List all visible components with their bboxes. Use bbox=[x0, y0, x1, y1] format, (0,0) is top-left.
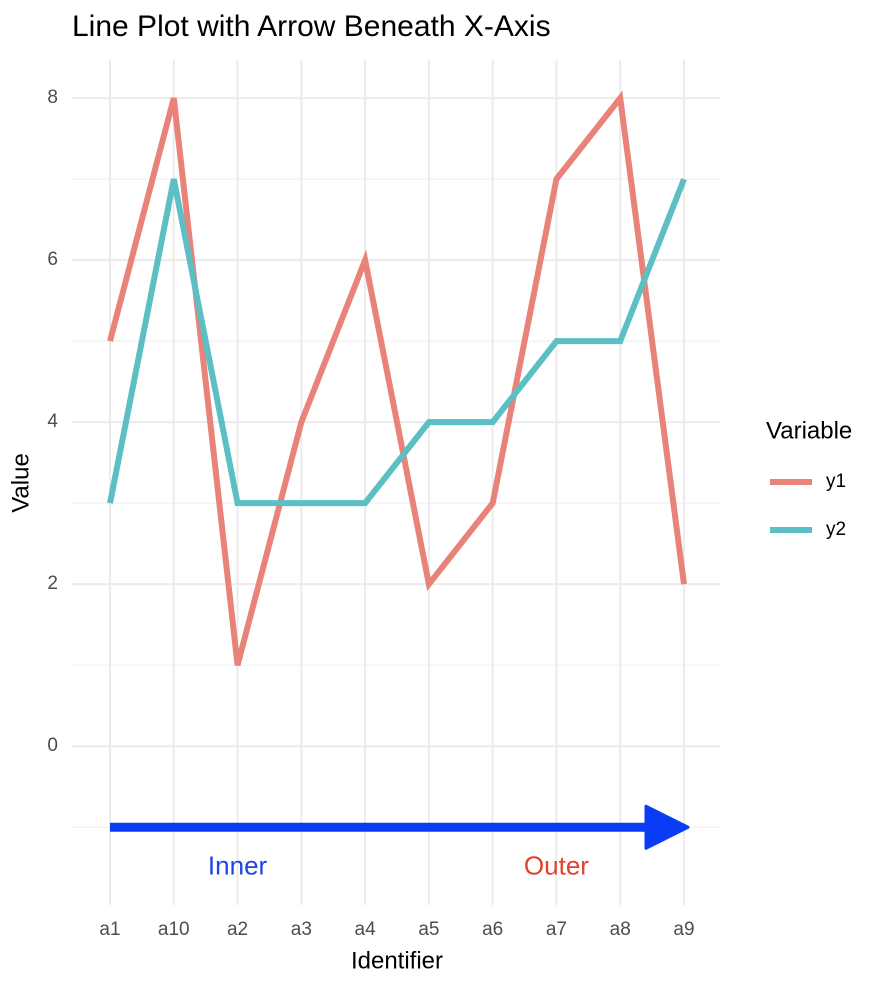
x-tick-label: a4 bbox=[355, 919, 377, 940]
x-axis-title: Identifier bbox=[351, 947, 443, 974]
x-tick-label: a8 bbox=[610, 919, 631, 940]
y-tick-label: 2 bbox=[47, 573, 58, 594]
x-tick-label: a2 bbox=[227, 919, 248, 940]
legend-title: Variable bbox=[766, 417, 852, 444]
series-line bbox=[107, 90, 687, 666]
x-tick-label: a6 bbox=[482, 919, 503, 940]
x-tick-label: a10 bbox=[158, 919, 190, 940]
x-tick-label: a7 bbox=[546, 919, 567, 940]
legend-label: y2 bbox=[826, 519, 846, 540]
x-tick-label: a3 bbox=[291, 919, 312, 940]
y-tick-label: 8 bbox=[47, 87, 58, 108]
x-tick-label: a1 bbox=[99, 919, 120, 940]
series-line bbox=[107, 177, 687, 507]
y-tick-label: 6 bbox=[47, 249, 58, 270]
arrow-head bbox=[644, 804, 690, 850]
y-tick-label: 0 bbox=[47, 735, 58, 756]
grid bbox=[72, 60, 720, 905]
chart-title: Line Plot with Arrow Beneath X-Axis bbox=[72, 10, 551, 43]
annotation: Inner bbox=[208, 851, 268, 881]
legend-label: y1 bbox=[826, 471, 846, 492]
y-tick-label: 4 bbox=[47, 411, 58, 432]
x-tick-label: a9 bbox=[673, 919, 694, 940]
annotation: Outer bbox=[524, 851, 589, 881]
x-tick-label: a5 bbox=[418, 919, 439, 940]
y-axis-title: Value bbox=[7, 453, 34, 513]
